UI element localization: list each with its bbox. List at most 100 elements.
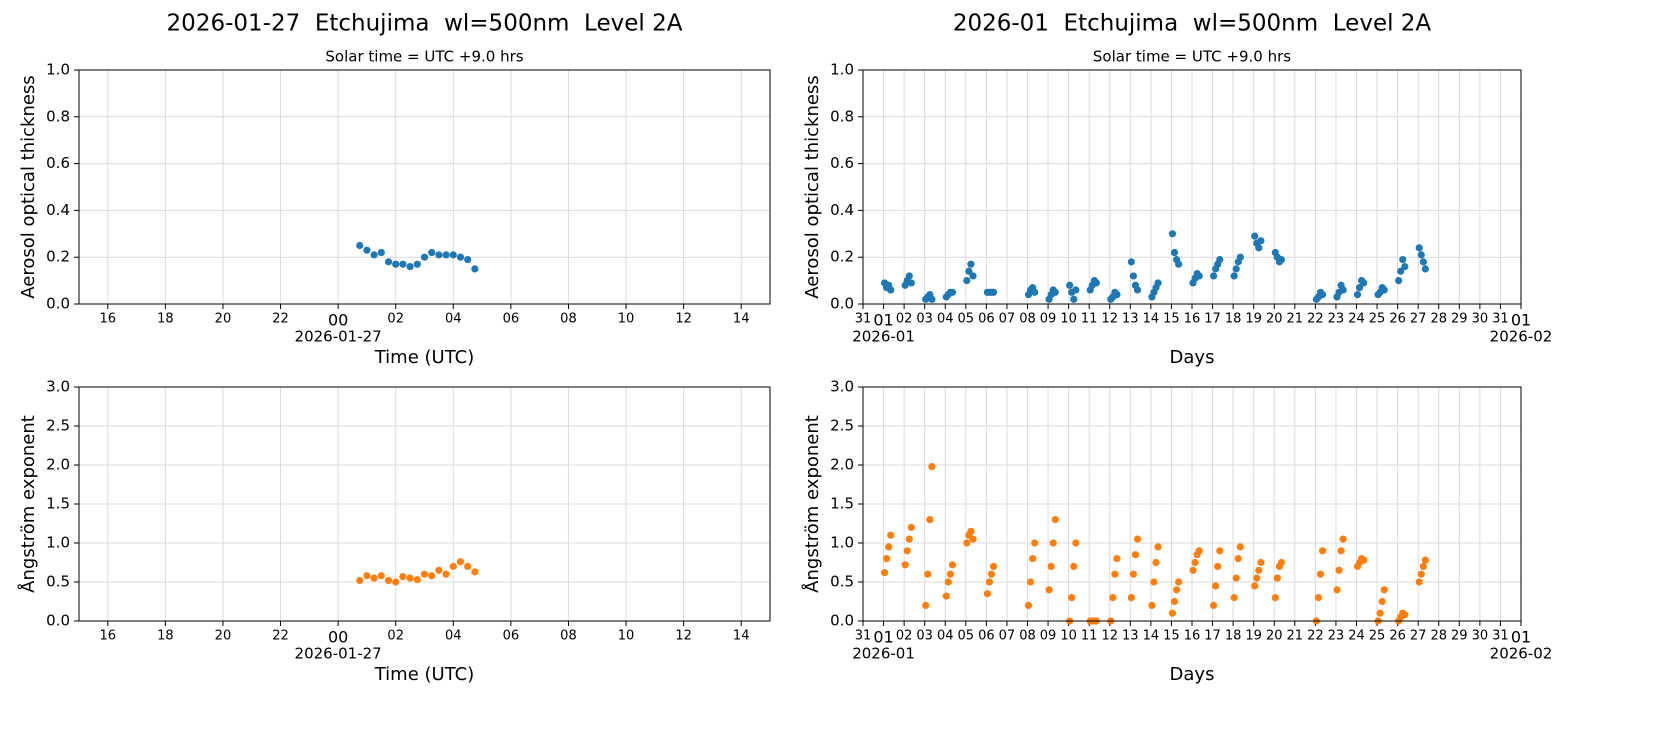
data-point: [1172, 586, 1181, 594]
data-point: [1360, 279, 1368, 287]
y-tick-label: 2.0: [46, 456, 70, 474]
data-point: [377, 572, 385, 580]
x-tick-label: 03: [916, 629, 933, 644]
data-point: [1234, 555, 1242, 563]
x-tick-label: 12: [675, 629, 692, 644]
data-point: [1353, 291, 1362, 299]
data-point: [985, 578, 994, 586]
data-point: [905, 272, 913, 280]
data-point: [1195, 547, 1203, 555]
data-point: [1273, 574, 1281, 582]
data-point: [392, 260, 400, 268]
chart-title: 2026-01 Etchujima wl=500nm Level 2A: [953, 11, 1432, 37]
data-point: [1029, 555, 1037, 563]
data-point: [399, 572, 407, 581]
data-point: [1212, 582, 1220, 590]
data-point: [1216, 547, 1224, 555]
x-tick-label: 14: [1143, 312, 1160, 327]
data-point: [1415, 578, 1423, 586]
y-tick-label: 0.0: [46, 295, 70, 313]
x-tick-label: 28: [1430, 312, 1447, 327]
data-point: [1255, 566, 1263, 574]
data-point: [1421, 556, 1429, 564]
data-point: [1230, 272, 1238, 280]
data-point: [922, 601, 930, 610]
data-point: [406, 574, 414, 582]
data-point: [1318, 291, 1327, 299]
x-tick-label: 30: [1472, 312, 1489, 327]
data-point: [363, 572, 371, 580]
y-tick-label: 0.0: [46, 612, 70, 630]
x-tick-label: 15: [1163, 312, 1180, 327]
data-point: [442, 251, 450, 259]
x-tick-label: 18: [157, 629, 174, 644]
data-point: [1031, 288, 1039, 296]
y-tick-label: 1.5: [46, 495, 70, 513]
x-tick-label: 06: [503, 629, 520, 644]
x-tick-label: 02: [387, 629, 404, 644]
data-point: [1397, 267, 1405, 275]
data-point: [1051, 288, 1059, 296]
y-tick-label: 0.4: [46, 201, 70, 219]
x-tick-label: 15: [1163, 629, 1180, 644]
plot-frame: [862, 69, 1522, 305]
x-tick-label: 27: [1410, 629, 1427, 644]
x-tick-label: 31: [855, 629, 872, 644]
x-tick-label: 10: [618, 629, 635, 644]
data-point: [456, 558, 465, 566]
plot-frame: [862, 386, 1522, 622]
x-tick-label: 03: [916, 312, 933, 327]
data-point: [1045, 586, 1053, 594]
data-point: [1047, 562, 1055, 571]
x-tick-label: 10: [618, 312, 635, 327]
x-tick-label: 29: [1451, 312, 1468, 327]
data-point: [471, 568, 479, 576]
x-tick-label: 22: [272, 312, 289, 327]
data-point: [924, 570, 932, 578]
data-point: [1049, 539, 1057, 547]
data-point: [907, 279, 915, 287]
x-tick-label: 25: [1369, 312, 1386, 327]
data-point: [1271, 594, 1279, 602]
x-tick-label: 18: [1225, 629, 1242, 644]
plot-frame: [78, 69, 771, 305]
x-tick-label: 06: [978, 629, 995, 644]
data-point: [1232, 574, 1240, 582]
x-tick-label: 12: [1101, 629, 1118, 644]
data-point: [1277, 255, 1286, 264]
x-tick-label: 23: [1328, 629, 1345, 644]
x-tick-label: 02: [896, 312, 913, 327]
data-point: [1191, 558, 1199, 567]
y-axis-label: Aerosol optical thickness: [802, 75, 823, 298]
x-tick-label: 12: [1101, 312, 1118, 327]
data-point: [948, 561, 957, 569]
data-point: [363, 246, 371, 254]
data-point: [370, 251, 378, 259]
data-point: [948, 288, 957, 296]
data-point: [1031, 539, 1039, 547]
data-point: [1255, 244, 1263, 252]
data-point: [907, 523, 915, 532]
y-tick-label: 0.2: [46, 248, 70, 266]
data-point: [969, 535, 977, 543]
data-point: [456, 253, 465, 261]
x-tick-label: 20: [215, 312, 232, 327]
data-point: [471, 265, 479, 273]
x-tick-label: 08: [1019, 629, 1036, 644]
data-point: [1168, 609, 1177, 617]
data-point: [1214, 562, 1222, 571]
y-tick-label: 1.0: [46, 61, 70, 79]
x-tick-label: 31: [1492, 629, 1509, 644]
x-tick-label: 20: [215, 629, 232, 644]
data-point: [963, 277, 971, 285]
y-tick-label: 0.5: [46, 573, 70, 591]
data-point: [464, 562, 472, 571]
data-point: [1209, 601, 1218, 610]
data-point: [989, 562, 998, 571]
x-tick-label: 04: [445, 629, 462, 644]
x-tick-label: 26: [1389, 312, 1406, 327]
data-point: [1170, 248, 1179, 257]
data-point: [1148, 601, 1156, 610]
x-tick-label: 04: [937, 312, 954, 327]
